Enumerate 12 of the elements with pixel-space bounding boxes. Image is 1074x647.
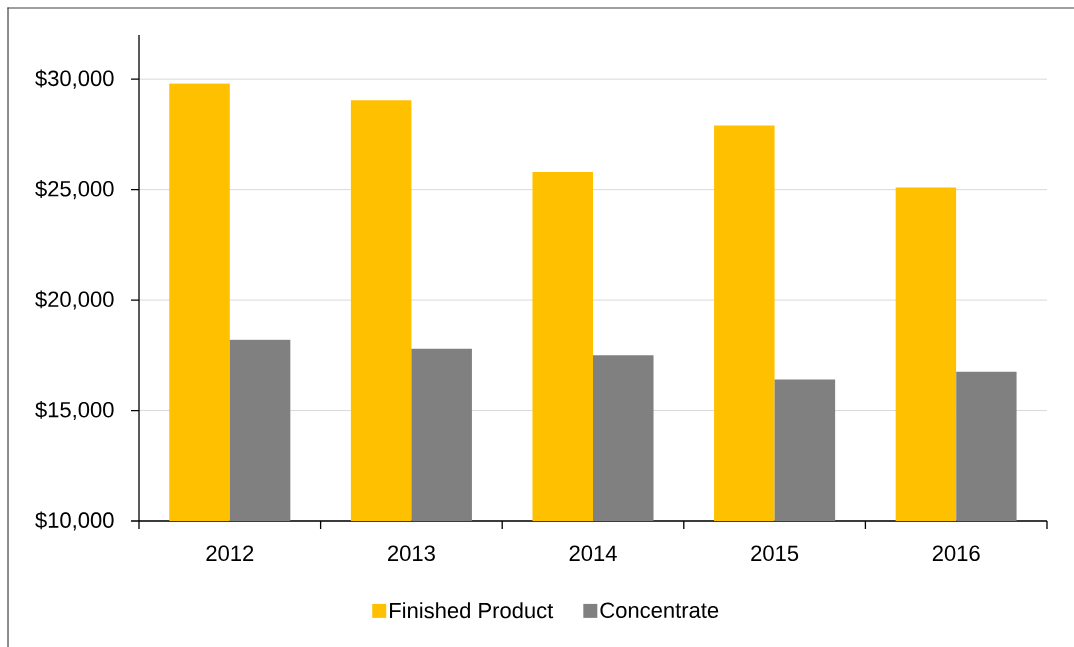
x-tick-label: 2014	[569, 545, 617, 562]
y-tick-label: $15,000	[35, 400, 114, 421]
x-tick-label: 2012	[206, 545, 254, 562]
x-tick-label: 2015	[751, 545, 799, 562]
legend-label: Concentrate	[600, 602, 719, 619]
x-tick-label: 2013	[388, 545, 435, 562]
y-tick-label: $30,000	[35, 69, 114, 89]
y-tick-label: $10,000	[35, 511, 114, 531]
x-tick-label: 2016	[932, 545, 980, 562]
legend-label: Finished Product	[390, 602, 554, 619]
y-tick-label: $20,000	[35, 290, 114, 310]
y-tick-label: $25,000	[35, 180, 114, 200]
